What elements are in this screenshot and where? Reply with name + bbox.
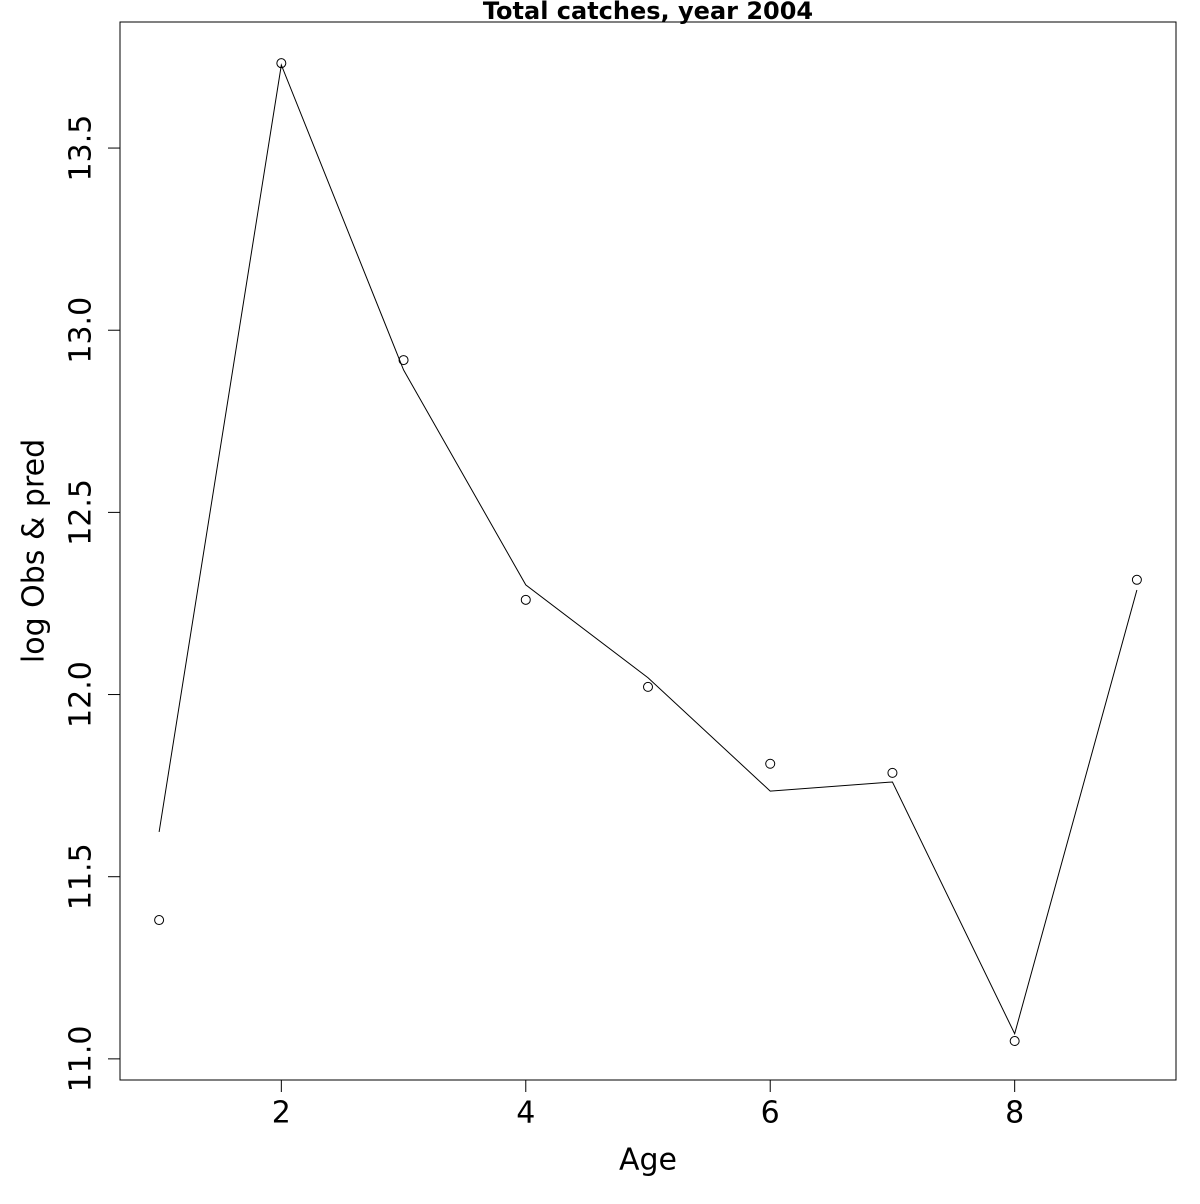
series-line xyxy=(158,63,1138,1036)
data-point xyxy=(520,594,531,605)
y-tick-label: 13.0 xyxy=(64,297,99,364)
x-tick-label: 8 xyxy=(1005,1096,1024,1131)
y-tick-label: 11.0 xyxy=(64,1025,99,1092)
x-tick-label: 6 xyxy=(761,1096,780,1131)
data-point xyxy=(887,767,898,778)
x-tick-label: 4 xyxy=(516,1096,535,1131)
data-point xyxy=(1131,574,1142,585)
y-tick-label: 11.5 xyxy=(64,843,99,910)
y-tick-label: 13.5 xyxy=(64,115,99,182)
y-tick-label: 12.0 xyxy=(64,661,99,728)
data-point xyxy=(765,758,776,769)
data-point xyxy=(1009,1036,1020,1047)
y-axis-label: log Obs & pred xyxy=(17,439,52,663)
plot-frame xyxy=(119,21,1177,1081)
data-point xyxy=(643,681,653,692)
y-tick-label: 12.5 xyxy=(64,479,99,546)
data-point xyxy=(398,355,409,366)
x-tick-label: 2 xyxy=(272,1096,291,1131)
x-axis-label: Age xyxy=(619,1143,677,1178)
chart-title: Total catches, year 2004 xyxy=(483,0,813,25)
data-point xyxy=(154,915,165,926)
